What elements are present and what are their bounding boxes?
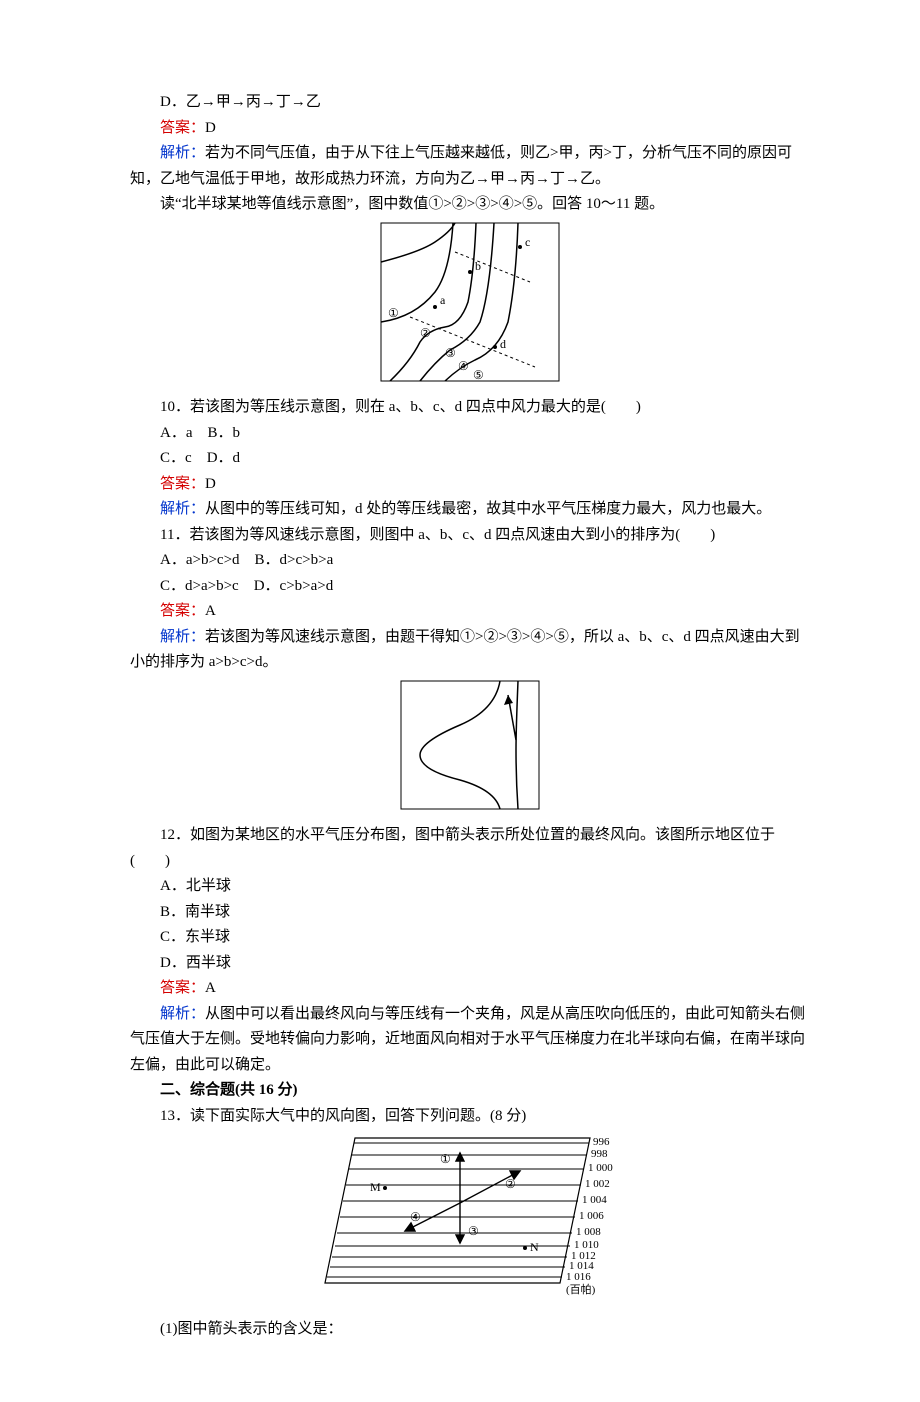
- q11-opts-cd: C．d>a>b>c D．c>b>a>d: [130, 574, 810, 600]
- figure-isoline-map: a b c d ① ② ③ ④ ⑤: [130, 222, 810, 392]
- analysis-label: 解析：: [160, 1006, 205, 1022]
- svg-text:(百帕): (百帕): [566, 1282, 596, 1296]
- q11-analysis-text: 若该图为等风速线示意图，由题干得知①>②>③>④>⑤，所以 a、b、c、d 四点…: [130, 629, 800, 671]
- q12-option-c: C．东半球: [130, 925, 810, 951]
- svg-text:1 008: 1 008: [576, 1226, 601, 1238]
- svg-text:1 016: 1 016: [566, 1271, 591, 1283]
- q9-analysis-text: 若为不同气压值，由于从下往上气压越来越低，则乙>甲，丙>丁，分析气压不同的原因可…: [130, 145, 792, 187]
- svg-text:d: d: [500, 337, 506, 351]
- q11-analysis: 解析：若该图为等风速线示意图，由题干得知①>②>③>④>⑤，所以 a、b、c、d…: [130, 625, 810, 676]
- svg-text:b: b: [475, 259, 481, 273]
- svg-text:③: ③: [468, 1224, 479, 1238]
- q10-option-a: A．a: [160, 425, 193, 441]
- q10-stem: 10．若该图为等压线示意图，则在 a、b、c、d 四点中风力最大的是( ): [130, 395, 810, 421]
- q13-sub1: (1)图中箭头表示的含义是：: [130, 1317, 810, 1343]
- svg-text:③: ③: [445, 346, 456, 360]
- svg-text:⑤: ⑤: [473, 368, 484, 382]
- svg-text:N: N: [530, 1240, 539, 1254]
- svg-text:④: ④: [410, 1210, 421, 1224]
- svg-text:M: M: [370, 1180, 381, 1194]
- q10-answer-line: 答案：D: [130, 472, 810, 498]
- svg-text:996: 996: [593, 1136, 610, 1148]
- q10-option-c: C．c: [160, 450, 192, 466]
- q11-option-a: A．a>b>c>d: [160, 552, 240, 568]
- q11-opts-ab: A．a>b>c>d B．d>c>b>a: [130, 548, 810, 574]
- answer-label: 答案：: [160, 980, 205, 996]
- svg-text:1 000: 1 000: [588, 1162, 613, 1174]
- q10-answer: D: [205, 476, 216, 492]
- q9-analysis: 解析：若为不同气压值，由于从下往上气压越来越低，则乙>甲，丙>丁，分析气压不同的…: [130, 141, 810, 192]
- svg-text:1 006: 1 006: [579, 1210, 604, 1222]
- answer-label: 答案：: [160, 476, 205, 492]
- q11-stem: 11．若该图为等风速线示意图，则图中 a、b、c、d 四点风速由大到小的排序为(…: [130, 523, 810, 549]
- svg-text:②: ②: [420, 326, 431, 340]
- q12-stem: 12．如图为某地区的水平气压分布图，图中箭头表示所处位置的最终风向。该图所示地区…: [130, 823, 810, 874]
- q11-answer-line: 答案：A: [130, 599, 810, 625]
- q12-answer: A: [205, 980, 216, 996]
- svg-text:④: ④: [458, 359, 469, 373]
- q10-opts-ab: A．a B．b: [130, 421, 810, 447]
- svg-text:1 002: 1 002: [585, 1178, 610, 1190]
- q10-analysis: 解析：从图中的等压线可知，d 处的等压线最密，故其中水平气压梯度力最大，风力也最…: [130, 497, 810, 523]
- q11-option-b: B．d>c>b>a: [255, 552, 334, 568]
- svg-text:a: a: [440, 293, 446, 307]
- q12-option-b: B．南半球: [130, 900, 810, 926]
- section-2-title: 二、综合题(共 16 分): [130, 1078, 810, 1104]
- q10-analysis-text: 从图中的等压线可知，d 处的等压线最密，故其中水平气压梯度力最大，风力也最大。: [205, 501, 771, 517]
- answer-label: 答案：: [160, 603, 205, 619]
- q10-opts-cd: C．c D．d: [130, 446, 810, 472]
- q12-option-a: A．北半球: [130, 874, 810, 900]
- analysis-label: 解析：: [160, 501, 205, 517]
- figure-wind-isobars: M N ① ② ③ ④ 996 998 1 000 1 002 1 004 1 …: [130, 1133, 810, 1313]
- svg-text:998: 998: [591, 1148, 608, 1160]
- analysis-label: 解析：: [160, 629, 205, 645]
- q9-answer: D: [205, 120, 216, 136]
- q10-option-d: D．d: [207, 450, 240, 466]
- q11-option-c: C．d>a>b>c: [160, 578, 239, 594]
- answer-label: 答案：: [160, 120, 205, 136]
- q13-stem: 13．读下面实际大气中的风向图，回答下列问题。(8 分): [130, 1104, 810, 1130]
- q12-option-d: D．西半球: [130, 951, 810, 977]
- q9-option-d: D．乙→甲→丙→丁→乙: [130, 90, 810, 116]
- q12-analysis-text: 从图中可以看出最终风向与等压线有一个夹角，风是从高压吹向低压的，由此可知箭头右侧…: [130, 1006, 805, 1073]
- q11-answer: A: [205, 603, 216, 619]
- analysis-label: 解析：: [160, 145, 205, 161]
- q11-option-d: D．c>b>a>d: [254, 578, 334, 594]
- q12-answer-line: 答案：A: [130, 976, 810, 1002]
- svg-text:①: ①: [388, 306, 399, 320]
- figure-pressure-wind: [130, 680, 810, 820]
- svg-text:c: c: [525, 235, 530, 249]
- q10-option-b: B．b: [208, 425, 241, 441]
- intro-10-11: 读“北半球某地等值线示意图”，图中数值①>②>③>④>⑤。回答 10～11 题。: [130, 192, 810, 218]
- svg-text:①: ①: [440, 1152, 451, 1166]
- q12-analysis: 解析：从图中可以看出最终风向与等压线有一个夹角，风是从高压吹向低压的，由此可知箭…: [130, 1002, 810, 1079]
- svg-text:1 004: 1 004: [582, 1194, 607, 1206]
- q9-answer-line: 答案：D: [130, 116, 810, 142]
- svg-text:②: ②: [505, 1177, 516, 1191]
